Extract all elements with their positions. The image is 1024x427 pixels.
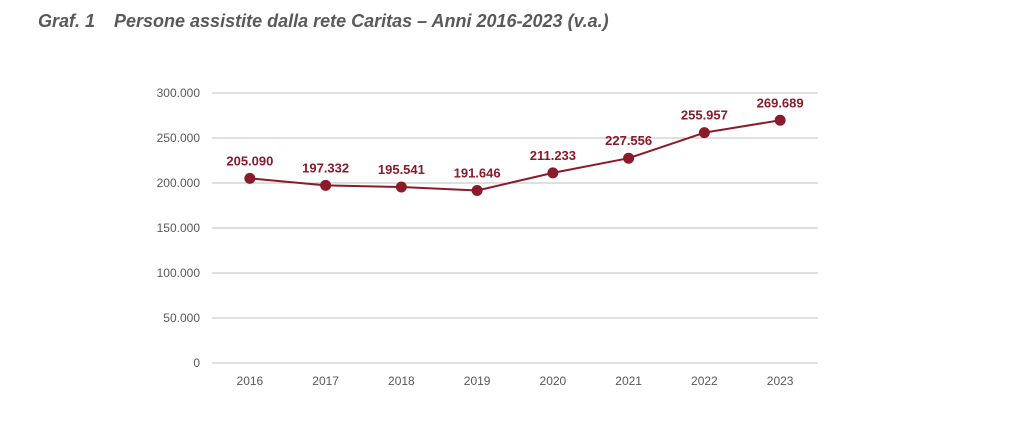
data-label: 191.646 [454, 166, 501, 181]
data-label: 195.541 [378, 162, 425, 177]
y-tick-label: 150.000 [157, 221, 201, 235]
figure-number: Graf. 1 [38, 11, 96, 31]
data-point [395, 181, 407, 193]
data-label: 211.233 [530, 148, 576, 163]
x-tick-label: 2017 [312, 374, 339, 388]
x-tick-label: 2018 [388, 374, 415, 388]
chart-title: Graf. 1 Persone assistite dalla rete Cari… [38, 11, 609, 32]
data-label: 255.957 [681, 108, 728, 123]
series-line [249, 119, 781, 192]
x-tick-label: 2016 [237, 374, 264, 388]
data-point [774, 114, 786, 126]
y-tick-label: 300.000 [157, 86, 201, 100]
data-label: 269.689 [757, 95, 804, 110]
data-point [320, 179, 332, 191]
data-label: 227.556 [605, 133, 652, 148]
y-tick-label: 250.000 [157, 131, 201, 145]
x-tick-label: 2020 [540, 374, 567, 388]
x-tick-label: 2019 [464, 374, 491, 388]
y-tick-label: 100.000 [157, 266, 201, 280]
data-point [547, 167, 559, 179]
x-tick-label: 2021 [615, 374, 642, 388]
y-tick-label: 50.000 [163, 311, 200, 325]
data-point [698, 127, 710, 139]
x-tick-label: 2023 [767, 374, 794, 388]
y-tick-label: 0 [193, 356, 200, 370]
figure-title: Persone assistite dalla rete Caritas – A… [114, 11, 609, 31]
data-point [471, 185, 483, 197]
data-label: 197.332 [302, 160, 349, 175]
data-label: 205.090 [226, 153, 273, 168]
x-tick-label: 2022 [691, 374, 718, 388]
data-point [244, 172, 256, 184]
data-point [623, 152, 635, 164]
y-tick-label: 200.000 [157, 176, 201, 190]
